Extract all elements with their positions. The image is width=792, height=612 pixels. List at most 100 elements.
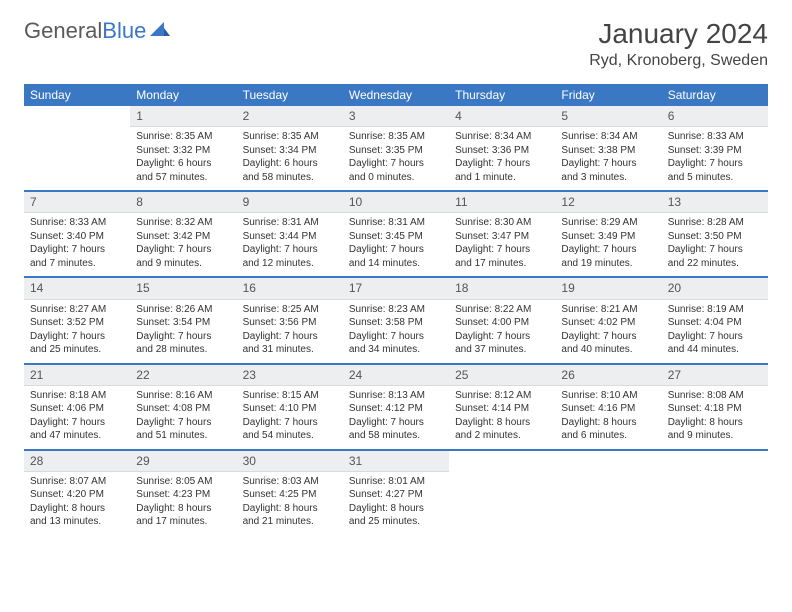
day-info-line: Daylight: 7 hours — [561, 157, 655, 171]
day-content: Sunrise: 8:18 AMSunset: 4:06 PMDaylight:… — [24, 386, 130, 449]
day-number: 14 — [24, 278, 130, 299]
day-content: Sunrise: 8:35 AMSunset: 3:32 PMDaylight:… — [130, 127, 236, 190]
calendar-day-cell: 8Sunrise: 8:32 AMSunset: 3:42 PMDaylight… — [130, 192, 236, 277]
day-info-line: Daylight: 7 hours — [668, 243, 762, 257]
day-content: Sunrise: 8:31 AMSunset: 3:44 PMDaylight:… — [237, 213, 343, 276]
day-info-line: Daylight: 8 hours — [668, 416, 762, 430]
day-info-line: and 3 minutes. — [561, 171, 655, 185]
day-info-line: Daylight: 6 hours — [136, 157, 230, 171]
day-number: 1 — [130, 106, 236, 127]
day-info-line: and 25 minutes. — [349, 515, 443, 529]
day-content: Sunrise: 8:23 AMSunset: 3:58 PMDaylight:… — [343, 300, 449, 363]
day-content: Sunrise: 8:10 AMSunset: 4:16 PMDaylight:… — [555, 386, 661, 449]
day-content: Sunrise: 8:34 AMSunset: 3:36 PMDaylight:… — [449, 127, 555, 190]
day-info-line: Sunset: 4:16 PM — [561, 402, 655, 416]
day-number: 4 — [449, 106, 555, 127]
weekday-header: Monday — [130, 84, 236, 106]
day-info-line: and 1 minute. — [455, 171, 549, 185]
day-info-line: and 37 minutes. — [455, 343, 549, 357]
day-info-line: Sunrise: 8:34 AM — [455, 130, 549, 144]
day-info-line: and 7 minutes. — [30, 257, 124, 271]
day-info-line: Sunrise: 8:23 AM — [349, 303, 443, 317]
day-info-line: and 28 minutes. — [136, 343, 230, 357]
day-info-line: and 9 minutes. — [136, 257, 230, 271]
day-info-line: Sunrise: 8:01 AM — [349, 475, 443, 489]
day-info-line: Sunset: 4:00 PM — [455, 316, 549, 330]
calendar-week-row: 7Sunrise: 8:33 AMSunset: 3:40 PMDaylight… — [24, 192, 768, 277]
day-info-line: and 19 minutes. — [561, 257, 655, 271]
day-info-line: Daylight: 7 hours — [561, 330, 655, 344]
day-info-line: Daylight: 8 hours — [30, 502, 124, 516]
day-info-line: and 12 minutes. — [243, 257, 337, 271]
day-info-line: and 0 minutes. — [349, 171, 443, 185]
day-number: 29 — [130, 451, 236, 472]
calendar-day-cell: 2Sunrise: 8:35 AMSunset: 3:34 PMDaylight… — [237, 106, 343, 191]
day-info-line: Sunset: 4:08 PM — [136, 402, 230, 416]
day-info-line: Sunrise: 8:30 AM — [455, 216, 549, 230]
calendar-day-cell: 12Sunrise: 8:29 AMSunset: 3:49 PMDayligh… — [555, 192, 661, 277]
day-info-line: Daylight: 7 hours — [349, 243, 443, 257]
calendar-day-cell: 13Sunrise: 8:28 AMSunset: 3:50 PMDayligh… — [662, 192, 768, 277]
day-info-line: Sunset: 3:32 PM — [136, 144, 230, 158]
day-info-line: Sunset: 3:49 PM — [561, 230, 655, 244]
day-content: Sunrise: 8:01 AMSunset: 4:27 PMDaylight:… — [343, 472, 449, 535]
day-info-line: Sunset: 4:14 PM — [455, 402, 549, 416]
day-info-line: Sunset: 3:47 PM — [455, 230, 549, 244]
day-info-line: Sunrise: 8:05 AM — [136, 475, 230, 489]
day-info-line: and 14 minutes. — [349, 257, 443, 271]
day-number: 26 — [555, 365, 661, 386]
logo-text-general: General — [24, 18, 102, 44]
day-info-line: Sunset: 3:50 PM — [668, 230, 762, 244]
day-info-line: Sunset: 4:20 PM — [30, 488, 124, 502]
day-content: Sunrise: 8:31 AMSunset: 3:45 PMDaylight:… — [343, 213, 449, 276]
calendar-day-cell — [449, 451, 555, 535]
day-info-line: and 9 minutes. — [668, 429, 762, 443]
calendar-day-cell: 20Sunrise: 8:19 AMSunset: 4:04 PMDayligh… — [662, 278, 768, 363]
day-content: Sunrise: 8:27 AMSunset: 3:52 PMDaylight:… — [24, 300, 130, 363]
day-info-line: Sunrise: 8:15 AM — [243, 389, 337, 403]
day-number: 20 — [662, 278, 768, 299]
day-number: 17 — [343, 278, 449, 299]
day-info-line: and 5 minutes. — [668, 171, 762, 185]
day-content: Sunrise: 8:35 AMSunset: 3:35 PMDaylight:… — [343, 127, 449, 190]
day-info-line: Daylight: 6 hours — [243, 157, 337, 171]
day-info-line: Sunset: 3:36 PM — [455, 144, 549, 158]
calendar-day-cell — [555, 451, 661, 535]
calendar-week-row: 14Sunrise: 8:27 AMSunset: 3:52 PMDayligh… — [24, 278, 768, 363]
day-info-line: Daylight: 8 hours — [349, 502, 443, 516]
day-info-line: Sunrise: 8:27 AM — [30, 303, 124, 317]
calendar-day-cell: 23Sunrise: 8:15 AMSunset: 4:10 PMDayligh… — [237, 365, 343, 450]
day-info-line: Daylight: 7 hours — [243, 243, 337, 257]
calendar-day-cell: 9Sunrise: 8:31 AMSunset: 3:44 PMDaylight… — [237, 192, 343, 277]
day-info-line: and 47 minutes. — [30, 429, 124, 443]
calendar-header-row: SundayMondayTuesdayWednesdayThursdayFrid… — [24, 84, 768, 106]
calendar-week-row: 1Sunrise: 8:35 AMSunset: 3:32 PMDaylight… — [24, 106, 768, 191]
day-info-line: Sunrise: 8:10 AM — [561, 389, 655, 403]
day-number: 3 — [343, 106, 449, 127]
day-number: 2 — [237, 106, 343, 127]
day-info-line: Sunrise: 8:31 AM — [349, 216, 443, 230]
day-info-line: Sunrise: 8:33 AM — [668, 130, 762, 144]
day-number: 22 — [130, 365, 236, 386]
calendar-day-cell: 27Sunrise: 8:08 AMSunset: 4:18 PMDayligh… — [662, 365, 768, 450]
day-info-line: Sunset: 4:18 PM — [668, 402, 762, 416]
day-info-line: Sunrise: 8:21 AM — [561, 303, 655, 317]
calendar-day-cell: 17Sunrise: 8:23 AMSunset: 3:58 PMDayligh… — [343, 278, 449, 363]
day-number: 8 — [130, 192, 236, 213]
calendar-day-cell — [662, 451, 768, 535]
calendar-day-cell: 14Sunrise: 8:27 AMSunset: 3:52 PMDayligh… — [24, 278, 130, 363]
calendar-day-cell: 6Sunrise: 8:33 AMSunset: 3:39 PMDaylight… — [662, 106, 768, 191]
day-content: Sunrise: 8:15 AMSunset: 4:10 PMDaylight:… — [237, 386, 343, 449]
weekday-header: Tuesday — [237, 84, 343, 106]
calendar-day-cell: 26Sunrise: 8:10 AMSunset: 4:16 PMDayligh… — [555, 365, 661, 450]
calendar-day-cell: 10Sunrise: 8:31 AMSunset: 3:45 PMDayligh… — [343, 192, 449, 277]
day-info-line: Daylight: 7 hours — [136, 243, 230, 257]
day-info-line: Daylight: 7 hours — [349, 330, 443, 344]
day-info-line: Sunrise: 8:12 AM — [455, 389, 549, 403]
day-number: 24 — [343, 365, 449, 386]
day-number: 30 — [237, 451, 343, 472]
day-info-line: and 57 minutes. — [136, 171, 230, 185]
day-number: 28 — [24, 451, 130, 472]
day-info-line: and 31 minutes. — [243, 343, 337, 357]
day-info-line: Sunrise: 8:29 AM — [561, 216, 655, 230]
